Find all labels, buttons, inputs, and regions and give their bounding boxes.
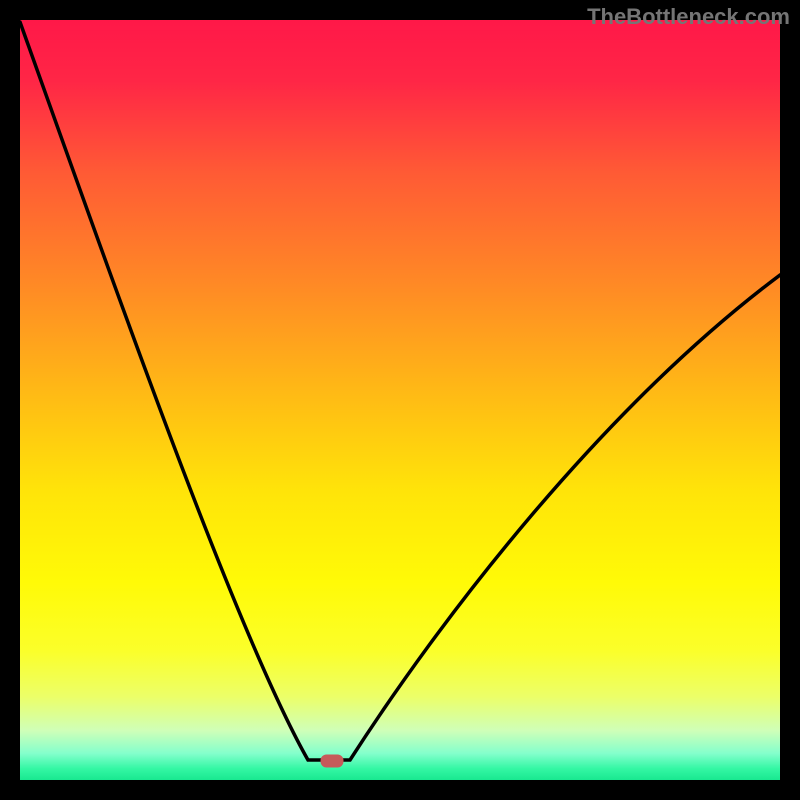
plot-area <box>20 20 780 780</box>
vertex-marker <box>321 755 344 768</box>
gradient-background <box>20 20 780 780</box>
bottleneck-chart <box>0 0 800 800</box>
chart-stage: TheBottleneck.com <box>0 0 800 800</box>
watermark-text: TheBottleneck.com <box>587 4 790 30</box>
